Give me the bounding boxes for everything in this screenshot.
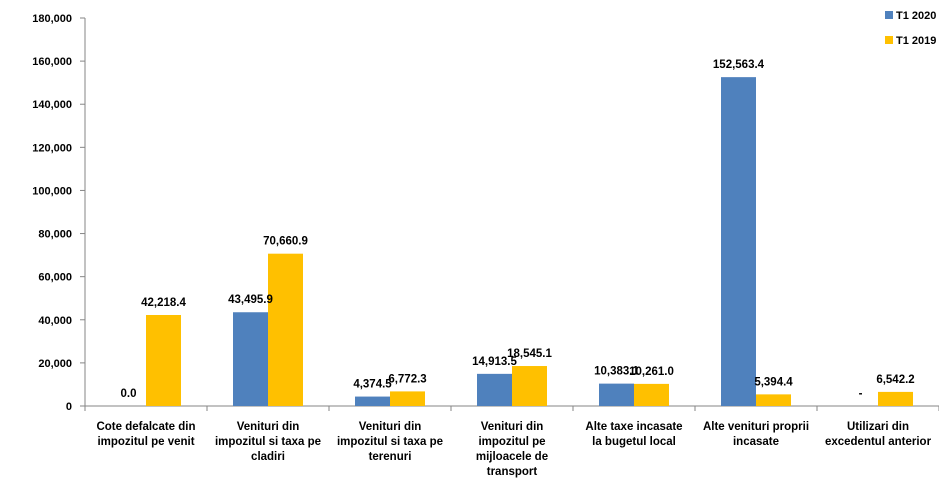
x-axis [84,405,939,411]
bar [146,314,181,406]
bars [146,77,913,406]
bar [756,394,791,406]
data-labels: 0.0 43,495.9 4,374.5 14,913.5 10,383.1 152,56… [121,59,915,400]
category-labels: Cote defalcate din impozitul pe venit Veni… [96,421,931,478]
y-tick-label: 120,000 [32,142,72,154]
category-label: Venituri din impozitul si taxa pe cladiri [215,421,321,463]
bar [634,383,669,406]
bar [512,366,547,406]
data-label: 0.0 [121,388,137,400]
y-tick-label: 20,000 [38,358,72,370]
y-tick-label: 40,000 [38,315,72,327]
bar [477,373,512,406]
category-label: Utilizari din excedentul anterior [825,421,932,448]
bar [268,253,303,406]
legend-swatch [885,36,893,44]
legend-label: T1 2020 [896,10,936,22]
bar [390,391,425,406]
y-tick-label: 80,000 [38,229,72,241]
data-label: 10,261.0 [629,366,674,378]
data-label: 6,772.3 [388,373,426,385]
y-tick-label: 60,000 [38,272,72,284]
data-label: 18,545.1 [507,348,552,360]
data-label: 42,218.4 [141,297,186,309]
data-label: 14,913.5 [472,356,517,368]
y-tick-label: 0 [66,401,72,413]
bar [599,383,634,406]
category-label: Alte taxe incasate la bugetul local [585,421,682,448]
category-label: Cote defalcate din impozitul pe venit [96,421,195,448]
data-label: - [859,388,863,400]
y-tick-label: 160,000 [32,56,72,68]
data-label: 5,394.4 [754,376,793,388]
y-tick-label: 140,000 [32,99,72,111]
category-label: Venituri din impozitul si taxa pe terenuri [337,421,443,463]
y-axis: 0 20,000 40,000 60,000 80,000 100,000 120,000 1… [32,13,86,413]
category-label: Alte venituri proprii incasate [703,421,809,448]
data-label: 6,542.2 [876,374,914,386]
y-tick-label: 180,000 [32,13,72,25]
y-tick-label: 100,000 [32,185,72,197]
data-label: 10,383.1 [594,366,639,378]
category-label: Venituri din impozitul pe mijloacele de tra… [476,421,548,478]
bar [233,312,268,406]
bar [878,391,913,406]
data-label: 70,660.9 [263,236,308,248]
data-label: 43,495.9 [228,294,273,306]
legend: T1 2020 T1 2019 [885,10,936,47]
legend-swatch [885,11,893,19]
bar [355,396,390,406]
bar [721,77,756,406]
data-label: 152,563.4 [713,59,765,71]
data-label: 4,374.5 [353,379,392,391]
legend-label: T1 2019 [896,35,936,47]
